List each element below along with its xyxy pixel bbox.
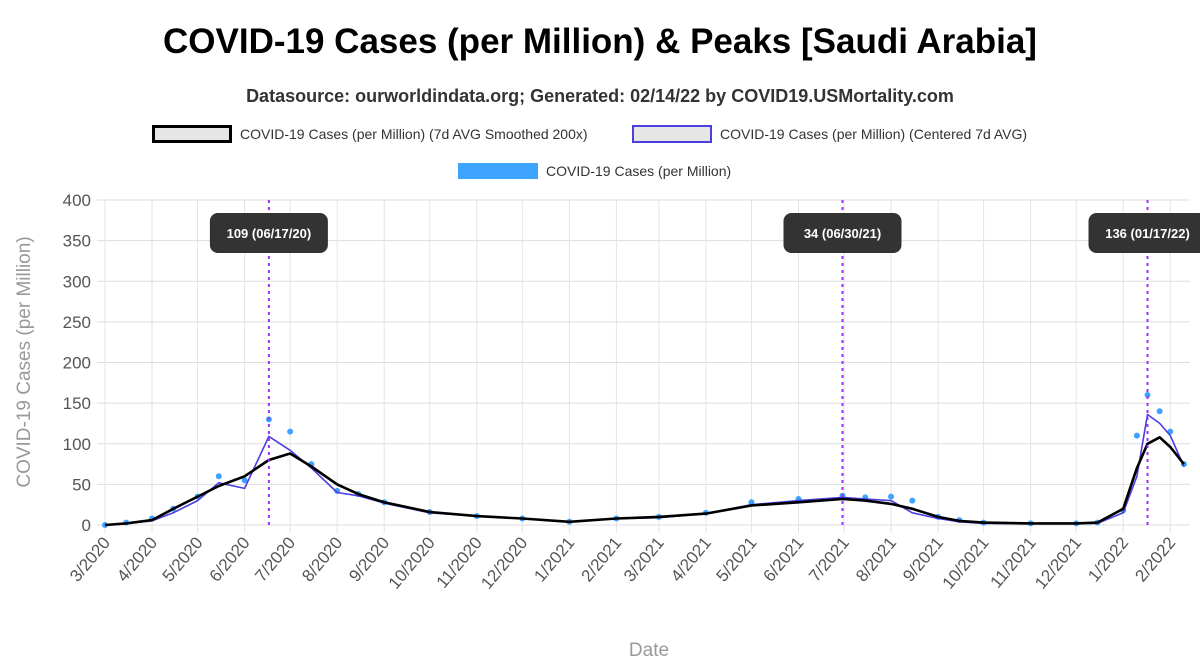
legend-item-centered[interactable]: COVID-19 Cases (per Million) (Centered 7… (632, 125, 1027, 143)
line-centered-7d-avg (104, 413, 1185, 526)
x-tick-label: 3/2020 (66, 533, 114, 585)
daily-case-point (1133, 432, 1140, 439)
legend-swatch-smoothed (152, 125, 232, 143)
daily-case-point (909, 497, 916, 504)
legend-item-smoothed[interactable]: COVID-19 Cases (per Million) (7d AVG Smo… (152, 125, 588, 143)
x-tick-label: 8/2020 (298, 533, 346, 585)
daily-case-point (241, 477, 248, 484)
x-tick-label: 5/2021 (713, 533, 761, 585)
daily-case-point (287, 428, 294, 435)
line-smoothed-200x (104, 435, 1185, 527)
daily-case-point (888, 493, 895, 500)
y-tick-label: 200 (63, 354, 91, 373)
chart-title: COVID-19 Cases (per Million) & Peaks [Sa… (163, 22, 1037, 61)
x-tick-label: 10/2020 (385, 533, 439, 592)
peak-label: 34 (06/30/21) (804, 226, 881, 241)
x-tick-label: 5/2020 (159, 533, 207, 585)
daily-case-point (1156, 408, 1163, 415)
daily-cases-points (102, 392, 1187, 528)
series-lines (104, 413, 1185, 527)
y-tick-label: 400 (63, 191, 91, 210)
peak-label-box (1088, 213, 1200, 253)
x-tick-label: 3/2021 (620, 533, 668, 585)
x-tick-label: 4/2020 (113, 533, 161, 585)
x-tick-label: 6/2020 (206, 533, 254, 585)
y-tick-label: 300 (63, 272, 91, 291)
chart-subtitle: Datasource: ourworldindata.org; Generate… (246, 86, 954, 106)
peak-label-box (783, 213, 902, 253)
x-tick-label: 2/2022 (1131, 533, 1179, 585)
legend-swatch-centered (632, 125, 712, 143)
x-tick-label: 1/2022 (1084, 533, 1132, 585)
y-tick-label: 100 (63, 435, 91, 454)
peak-label: 136 (01/17/22) (1105, 226, 1190, 241)
legend-label-centered: COVID-19 Cases (per Million) (Centered 7… (720, 126, 1028, 142)
legend-label-smoothed: COVID-19 Cases (per Million) (7d AVG Smo… (240, 126, 588, 142)
x-tick-label: 12/2020 (477, 533, 531, 592)
legend-swatch-daily (458, 163, 538, 179)
x-tick-label: 7/2021 (805, 533, 853, 585)
x-tick-label: 7/2020 (251, 533, 299, 585)
x-tick-label: 10/2021 (939, 533, 993, 592)
x-tick-label: 12/2021 (1031, 533, 1085, 592)
x-tick-label: 1/2021 (530, 533, 578, 585)
y-tick-label: 50 (72, 475, 91, 494)
legend-label-daily: COVID-19 Cases (per Million) (546, 163, 732, 179)
y-axis-title: COVID-19 Cases (per Million) (14, 236, 35, 487)
y-tick-label: 250 (63, 313, 91, 332)
x-tick-label: 6/2021 (760, 533, 808, 585)
x-tick-label: 4/2021 (667, 533, 715, 585)
peak-label: 109 (06/17/20) (227, 226, 312, 241)
x-tick-label: 2/2021 (577, 533, 625, 585)
y-tick-label: 150 (63, 394, 91, 413)
daily-case-point (748, 499, 755, 506)
x-tick-label: 11/2020 (433, 533, 486, 591)
x-axis-title: Date (629, 640, 669, 661)
x-tick-label: 8/2021 (852, 533, 900, 585)
daily-case-point (215, 473, 222, 480)
y-tick-label: 350 (63, 232, 91, 251)
peak-label-box (209, 213, 328, 253)
peak-annotations: 109 (06/17/20) 34 (06/30/21) 136 (01/17/22… (209, 200, 1200, 525)
x-tick-label: 11/2021 (986, 533, 1039, 591)
daily-case-point (1144, 392, 1151, 398)
y-tick-label: 0 (82, 516, 91, 535)
legend-item-daily[interactable]: COVID-19 Cases (per Million) (458, 163, 731, 179)
y-axis-ticks: 0 50 100 150 200 250 300 350 400 (63, 191, 91, 535)
